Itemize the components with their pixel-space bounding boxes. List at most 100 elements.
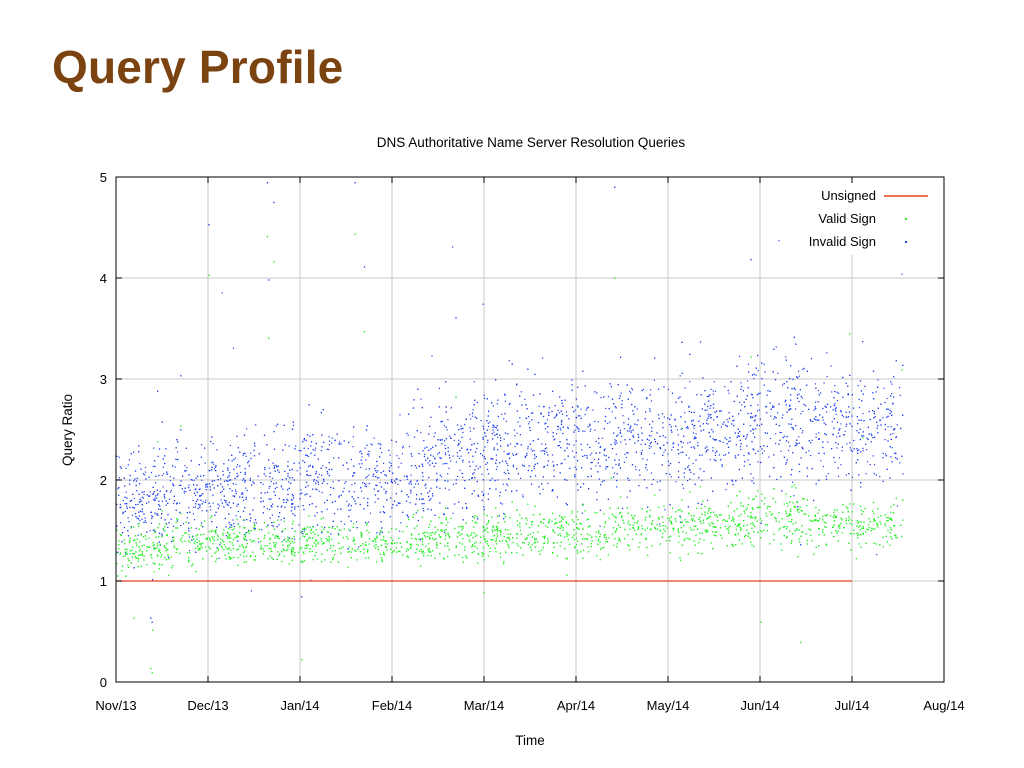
data-point bbox=[627, 423, 629, 426]
data-point bbox=[517, 473, 519, 475]
data-point bbox=[360, 459, 362, 461]
data-point bbox=[544, 428, 547, 430]
data-point bbox=[591, 461, 593, 464]
data-point bbox=[334, 500, 336, 502]
data-point bbox=[511, 490, 513, 492]
data-point bbox=[388, 470, 390, 472]
data-point bbox=[350, 458, 352, 461]
data-point bbox=[214, 466, 217, 468]
data-point bbox=[893, 429, 895, 431]
data-point bbox=[605, 407, 607, 409]
data-point bbox=[204, 462, 206, 464]
data-point bbox=[291, 477, 293, 479]
data-point bbox=[326, 508, 328, 510]
data-point bbox=[857, 452, 859, 454]
data-point bbox=[614, 186, 616, 188]
data-point bbox=[477, 468, 479, 470]
data-point bbox=[775, 417, 777, 419]
data-point bbox=[794, 389, 796, 391]
data-point bbox=[346, 462, 348, 464]
data-point bbox=[597, 471, 599, 473]
data-point bbox=[376, 471, 378, 473]
data-point bbox=[726, 419, 728, 421]
data-point bbox=[246, 489, 248, 492]
data-point bbox=[509, 443, 512, 445]
data-point bbox=[575, 416, 578, 419]
data-point bbox=[194, 488, 196, 491]
data-point bbox=[753, 373, 755, 375]
data-point bbox=[553, 465, 555, 467]
data-point bbox=[228, 479, 231, 481]
data-point bbox=[685, 454, 687, 456]
data-point bbox=[616, 479, 618, 482]
data-point bbox=[154, 512, 156, 514]
data-point bbox=[326, 499, 328, 501]
data-point bbox=[306, 474, 308, 476]
data-point bbox=[507, 445, 509, 447]
data-point bbox=[637, 440, 639, 442]
data-point bbox=[138, 445, 140, 447]
data-point bbox=[736, 436, 738, 438]
data-point bbox=[441, 443, 443, 445]
data-point bbox=[891, 447, 893, 449]
data-point bbox=[389, 516, 391, 518]
data-point bbox=[495, 379, 497, 381]
data-point bbox=[575, 452, 577, 454]
data-point bbox=[288, 445, 290, 447]
data-point bbox=[410, 453, 412, 455]
data-point bbox=[280, 485, 283, 487]
data-point bbox=[270, 505, 272, 507]
data-point bbox=[430, 454, 432, 456]
data-point bbox=[133, 507, 135, 509]
data-point bbox=[331, 437, 333, 439]
data-point bbox=[299, 498, 301, 500]
data-point bbox=[650, 441, 652, 443]
data-point bbox=[315, 473, 317, 475]
data-point bbox=[353, 472, 355, 474]
data-point bbox=[739, 401, 741, 403]
data-point bbox=[431, 462, 434, 464]
data-point bbox=[454, 433, 456, 436]
data-point bbox=[514, 435, 516, 437]
data-point bbox=[564, 478, 566, 481]
data-point bbox=[152, 516, 154, 518]
data-point bbox=[884, 401, 886, 404]
data-point bbox=[375, 484, 377, 486]
data-point bbox=[376, 532, 378, 534]
data-point bbox=[670, 414, 672, 416]
data-point bbox=[599, 446, 601, 448]
data-point bbox=[553, 475, 555, 477]
data-point bbox=[199, 506, 201, 508]
data-point bbox=[126, 497, 128, 499]
data-point bbox=[377, 490, 379, 492]
data-point bbox=[280, 506, 282, 508]
data-point bbox=[777, 412, 779, 414]
data-point bbox=[312, 466, 314, 468]
data-point bbox=[513, 454, 515, 456]
data-point bbox=[302, 505, 304, 507]
data-point bbox=[373, 488, 375, 490]
data-point bbox=[867, 438, 869, 441]
data-point bbox=[461, 507, 464, 509]
data-point bbox=[144, 520, 146, 522]
data-point bbox=[138, 511, 140, 513]
data-point bbox=[727, 389, 729, 392]
data-point bbox=[534, 454, 536, 456]
data-point bbox=[539, 393, 541, 395]
data-point bbox=[221, 486, 224, 488]
data-point bbox=[430, 509, 432, 511]
data-point bbox=[845, 382, 847, 384]
data-point bbox=[596, 499, 598, 501]
data-point bbox=[233, 522, 235, 525]
data-point bbox=[312, 434, 314, 436]
data-point bbox=[216, 547, 218, 549]
data-point bbox=[248, 465, 250, 467]
data-point bbox=[242, 479, 244, 481]
data-point bbox=[408, 483, 410, 485]
data-point bbox=[699, 425, 701, 427]
data-point bbox=[266, 491, 269, 493]
data-point bbox=[413, 399, 415, 401]
data-point bbox=[628, 479, 630, 481]
data-point bbox=[161, 421, 163, 423]
data-point bbox=[499, 434, 501, 436]
